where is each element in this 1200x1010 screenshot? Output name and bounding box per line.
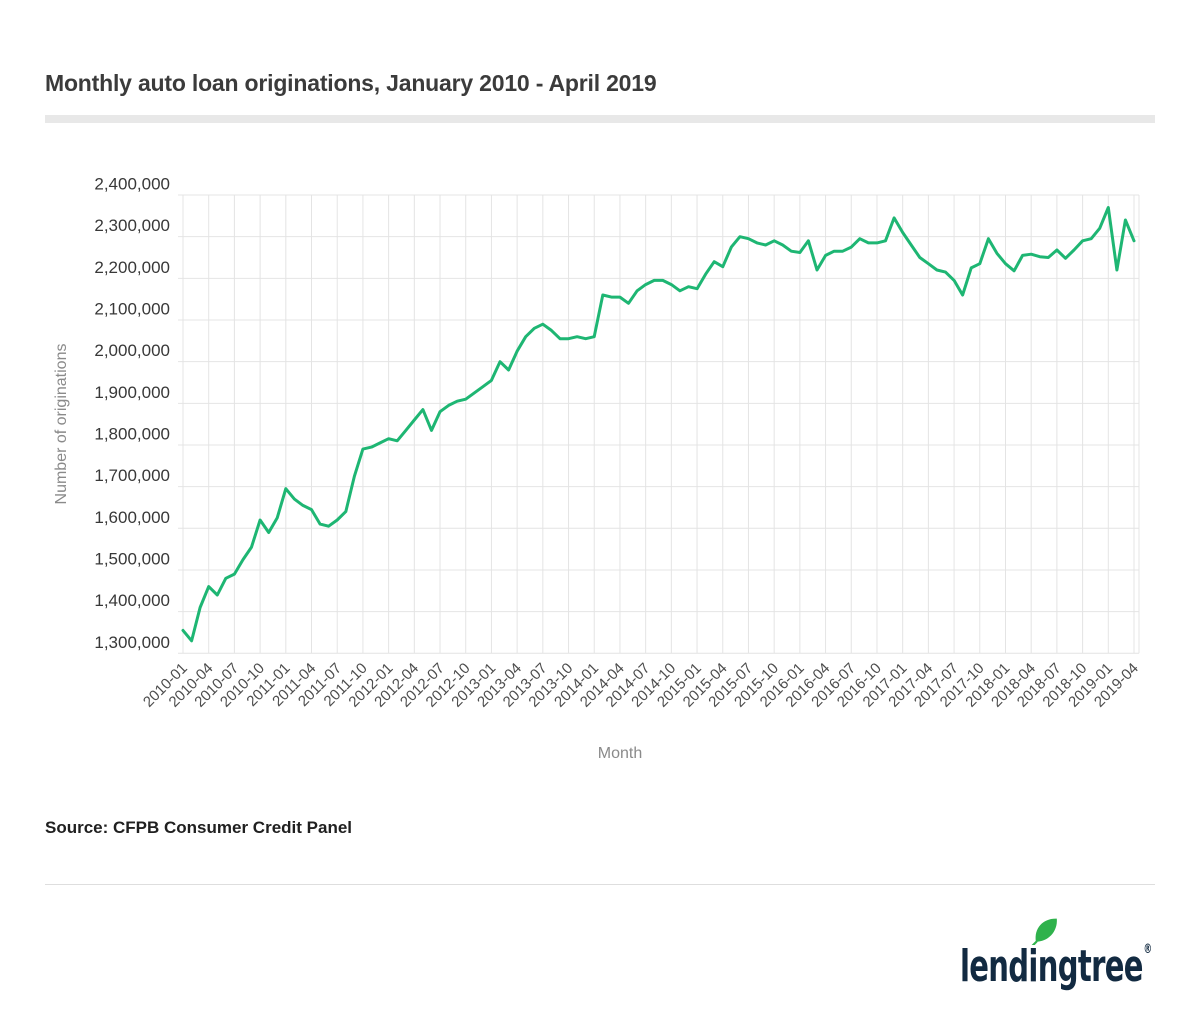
line-chart: 1,300,000 1,400,000 1,500,000 1,600,000 1,70… — [53, 175, 1142, 763]
leaf-icon — [1031, 918, 1057, 945]
y-tick-label: 2,300,000 — [94, 216, 170, 235]
title-underline-bar — [45, 115, 1155, 123]
logo-text: lendingtree — [959, 941, 1144, 992]
x-axis-title: Month — [598, 745, 642, 762]
y-tick-label: 2,400,000 — [94, 175, 170, 194]
registered-mark: ® — [1143, 942, 1152, 957]
y-tick-label: 1,300,000 — [94, 633, 170, 652]
page-title: Monthly auto loan originations, January … — [45, 70, 657, 96]
logo-wordmark: lendingtree® — [960, 942, 1152, 989]
axis-label-layer: 1,300,000 1,400,000 1,500,000 1,600,000 1,70… — [94, 175, 1141, 711]
footer-divider — [45, 884, 1155, 885]
y-tick-label: 1,900,000 — [94, 383, 170, 402]
data-line — [181, 206, 1136, 643]
series-layer — [181, 206, 1136, 643]
y-tick-label: 2,200,000 — [94, 258, 170, 277]
y-tick-label: 1,600,000 — [94, 508, 170, 527]
y-tick-label: 2,000,000 — [94, 341, 170, 360]
y-tick-label: 1,700,000 — [94, 466, 170, 485]
y-tick-label: 1,400,000 — [94, 591, 170, 610]
source-text: Source: CFPB Consumer Credit Panel — [45, 818, 353, 837]
y-tick-label: 1,800,000 — [94, 424, 170, 443]
y-axis-title: Number of originations — [53, 344, 70, 505]
lendingtree-logo: lendingtree® — [960, 915, 1160, 995]
grid-layer — [178, 194, 1140, 654]
y-tick-label: 2,100,000 — [94, 299, 170, 318]
y-tick-label: 1,500,000 — [94, 549, 170, 568]
